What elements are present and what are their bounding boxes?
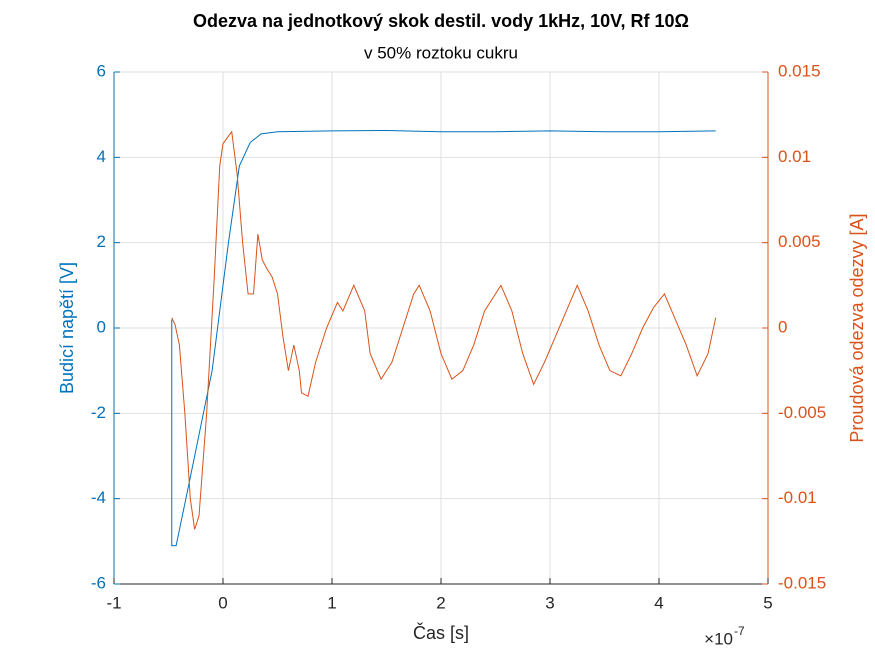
x-tick-label: 1 <box>327 593 336 612</box>
y2-tick-label: 0.015 <box>778 61 821 80</box>
y2-tick-label: 0 <box>778 317 787 336</box>
x-tick-label: 5 <box>763 593 772 612</box>
series-line <box>171 129 716 547</box>
y-tick-label: 2 <box>97 232 106 251</box>
y-axis-label: Budicí napětí [V] <box>57 262 77 394</box>
x-exponent: -7 <box>734 624 745 638</box>
x-tick-label: 2 <box>436 593 445 612</box>
y-tick-label: -6 <box>91 573 106 592</box>
y2-axis-label: Proudová odezva odezvy [A] <box>847 213 867 442</box>
y2-tick-label: -0.015 <box>778 573 826 592</box>
x-tick-label: 3 <box>545 593 554 612</box>
x-tick-label: -1 <box>106 593 121 612</box>
y2-tick-label: -0.01 <box>778 488 817 507</box>
x-axis-label: Čas [s] <box>413 622 469 643</box>
y-tick-label: -4 <box>91 488 106 507</box>
x-multiplier: ×10 <box>704 629 733 648</box>
y-tick-label: 6 <box>97 61 106 80</box>
x-tick-label: 0 <box>218 593 227 612</box>
y2-tick-label: 0.01 <box>778 147 811 166</box>
x-tick-label: 4 <box>654 593 663 612</box>
series-line <box>171 130 717 530</box>
chart-subtitle: v 50% roztoku cukru <box>364 43 518 62</box>
y2-tick-label: -0.005 <box>778 403 826 422</box>
y-tick-label: 4 <box>97 147 106 166</box>
y-tick-label: 0 <box>97 317 106 336</box>
chart-title: Odezva na jednotkový skok destil. vody 1… <box>193 11 689 31</box>
y2-tick-label: 0.005 <box>778 232 821 251</box>
y-tick-label: -2 <box>91 403 106 422</box>
